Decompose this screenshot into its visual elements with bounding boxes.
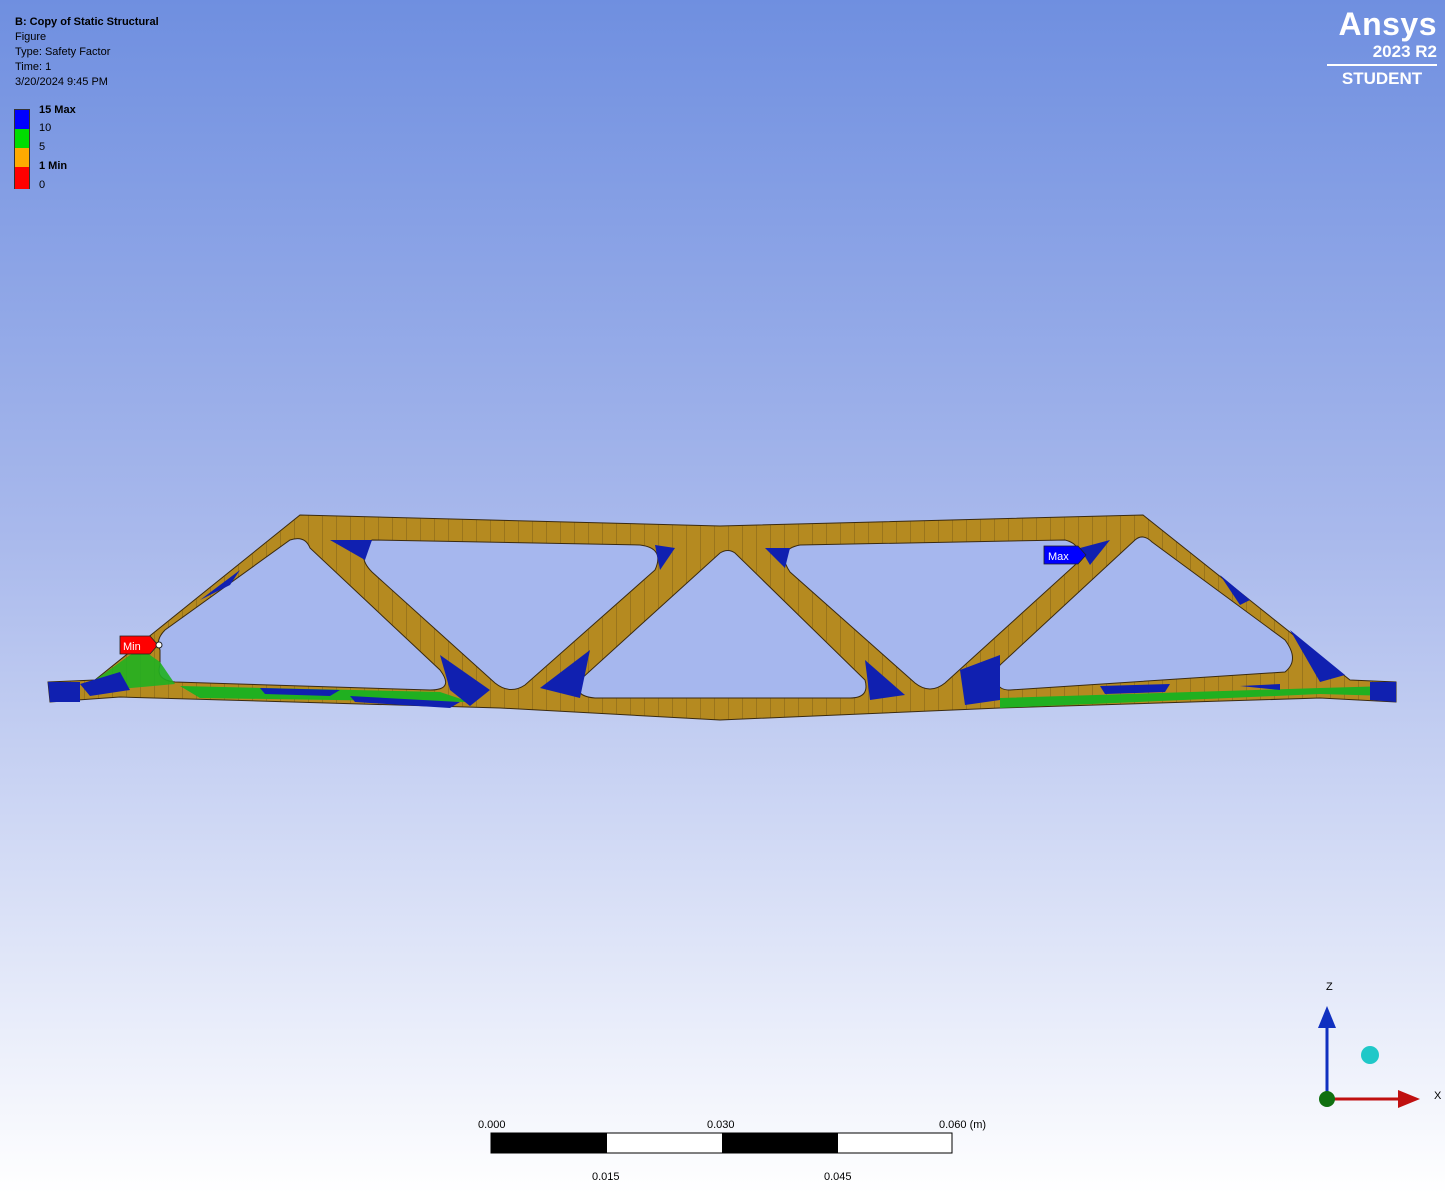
coordinate-triad[interactable]: Z X xyxy=(1318,981,1442,1108)
min-probe[interactable]: Min xyxy=(119,635,163,655)
ansys-logo: Ansys 2023 R2 STUDENT xyxy=(1327,6,1437,89)
result-time: Time: 1 xyxy=(15,61,52,73)
legend-label-max: 15 Max xyxy=(39,104,76,116)
scale-ruler: 0.000 0.030 0.060 (m) 0.015 0.045 xyxy=(478,1119,986,1183)
max-probe-flag xyxy=(1043,545,1087,565)
scale-label-015: 0.015 xyxy=(592,1171,620,1183)
brand-rule xyxy=(1327,64,1437,66)
min-probe-point xyxy=(155,641,163,649)
result-timestamp: 3/20/2024 9:45 PM xyxy=(15,76,108,88)
scale-label-045: 0.045 xyxy=(824,1171,852,1183)
brand-edition: STUDENT xyxy=(1341,69,1423,88)
scale-segment-3 xyxy=(722,1133,838,1153)
contour-patches xyxy=(48,540,1396,708)
max-probe[interactable]: Max xyxy=(1043,545,1087,565)
scale-segment-1 xyxy=(491,1133,607,1153)
result-info: B: Copy of Static Structural Figure Type… xyxy=(15,15,159,90)
truss-model[interactable]: Min Max xyxy=(47,514,1397,721)
analysis-title: B: Copy of Static Structural xyxy=(15,16,159,28)
x-axis-arrow xyxy=(1398,1090,1420,1108)
legend-band-green xyxy=(15,129,29,148)
legend-label-10: 10 xyxy=(39,122,52,134)
legend-band-orange xyxy=(15,148,29,167)
scale-label-0: 0.000 xyxy=(478,1119,506,1131)
z-axis-arrow xyxy=(1318,1006,1336,1028)
legend-band-blue xyxy=(15,110,29,129)
triad-origin xyxy=(1319,1091,1335,1107)
legend-label-min: 1 Min xyxy=(39,160,68,172)
min-probe-flag xyxy=(119,635,159,655)
z-axis-label: Z xyxy=(1326,981,1333,993)
object-name: Figure xyxy=(15,31,47,43)
min-probe-label: Min xyxy=(123,641,141,653)
legend-label-5: 5 xyxy=(39,141,46,153)
legend-color-bar xyxy=(14,109,30,189)
legend-band-red xyxy=(15,167,29,189)
brand-name: Ansys xyxy=(1338,6,1437,42)
result-type: Type: Safety Factor xyxy=(15,46,111,58)
x-axis-label: X xyxy=(1434,1090,1442,1102)
scale-label-060: 0.060 (m) xyxy=(939,1119,986,1131)
legend-label-0: 0 xyxy=(39,179,46,191)
iso-view-ball[interactable] xyxy=(1361,1046,1379,1064)
brand-version: 2023 R2 xyxy=(1372,42,1437,61)
max-probe-label: Max xyxy=(1048,551,1069,563)
scale-label-030: 0.030 xyxy=(707,1119,735,1131)
